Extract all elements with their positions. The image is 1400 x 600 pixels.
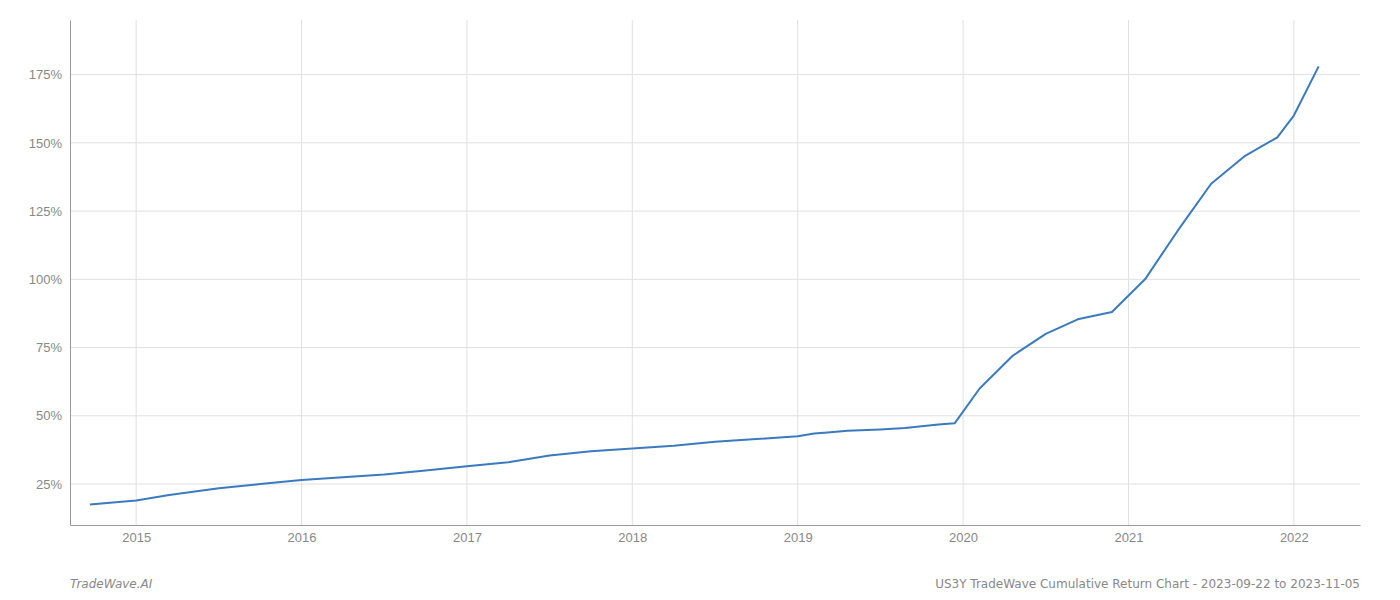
y-tick: 100%	[29, 272, 70, 287]
grid-line-y	[70, 415, 1360, 416]
grid-line-y	[70, 142, 1360, 143]
grid-line-y	[70, 347, 1360, 348]
grid-line-x	[797, 20, 798, 525]
y-axis-line	[70, 21, 71, 526]
x-axis-line	[71, 525, 1361, 526]
x-tick: 2021	[1115, 525, 1144, 545]
y-tick: 175%	[29, 67, 70, 82]
plot: 2015 2016 2017 2018 2019 2020 2021 2022 25% 50% 75…	[29, 20, 1361, 545]
y-tick: 75%	[36, 340, 70, 355]
x-tick-label: 2020	[949, 530, 978, 545]
grid-line-x	[1128, 20, 1129, 525]
grid-line-x	[1293, 20, 1294, 525]
grid-line-x	[136, 20, 137, 525]
x-tick-label: 2022	[1280, 530, 1309, 545]
x-tick: 2016	[288, 525, 317, 545]
chart: 2015 2016 2017 2018 2019 2020 2021 2022 25% 50% 75…	[0, 0, 1400, 600]
y-tick-label: 125%	[29, 204, 63, 219]
x-tick: 2022	[1280, 525, 1309, 545]
x-tick-label: 2017	[453, 530, 482, 545]
grid-line-y	[70, 279, 1360, 280]
y-tick: 25%	[36, 477, 70, 492]
y-tick-label: 100%	[29, 272, 63, 287]
grid-line-x	[301, 20, 302, 525]
y-tick: 125%	[29, 204, 70, 219]
grid-line-x	[963, 20, 964, 525]
grid-line-x	[466, 20, 467, 525]
marks	[90, 66, 1319, 504]
y-tick: 50%	[36, 408, 70, 423]
grid-line-y	[70, 211, 1360, 212]
x-tick-label: 2019	[784, 530, 813, 545]
footer-right: US3Y TradeWave Cumulative Return Chart -…	[935, 577, 1360, 591]
x-tick: 2018	[618, 525, 647, 545]
y-tick: 150%	[29, 135, 70, 150]
grid	[70, 20, 1360, 525]
x-tick-label: 2015	[122, 530, 151, 545]
y-tick-label: 175%	[29, 67, 63, 82]
x-tick: 2015	[122, 525, 151, 545]
x-axis: 2015 2016 2017 2018 2019 2020 2021 2022	[71, 525, 1361, 545]
y-axis: 25% 50% 75% 100% 125% 150% 175%	[29, 21, 71, 526]
x-tick: 2020	[949, 525, 978, 545]
y-tick-label: 75%	[36, 340, 62, 355]
x-tick-label: 2016	[288, 530, 317, 545]
y-tick-label: 150%	[29, 135, 63, 150]
y-tick-label: 25%	[36, 477, 62, 492]
grid-line-y	[70, 74, 1360, 75]
x-tick-label: 2018	[618, 530, 647, 545]
line	[90, 66, 1319, 504]
footer-left: TradeWave.AI	[70, 577, 153, 591]
x-tick: 2019	[784, 525, 813, 545]
x-tick: 2017	[453, 525, 482, 545]
y-tick-label: 50%	[36, 408, 62, 423]
x-tick-label: 2021	[1115, 530, 1144, 545]
